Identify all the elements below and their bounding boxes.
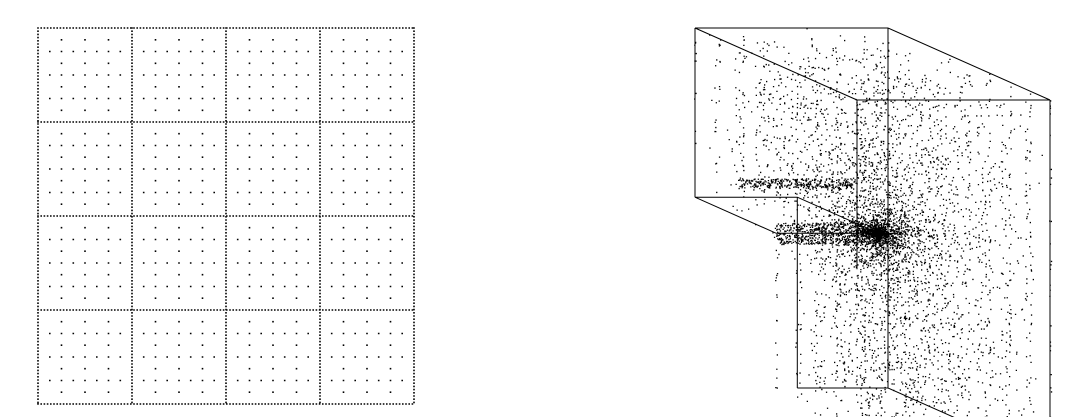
point-cloud-panel <box>694 27 1053 417</box>
grid-points-panel <box>37 27 415 405</box>
point-cloud <box>694 28 1053 417</box>
grid-dots <box>37 27 415 405</box>
